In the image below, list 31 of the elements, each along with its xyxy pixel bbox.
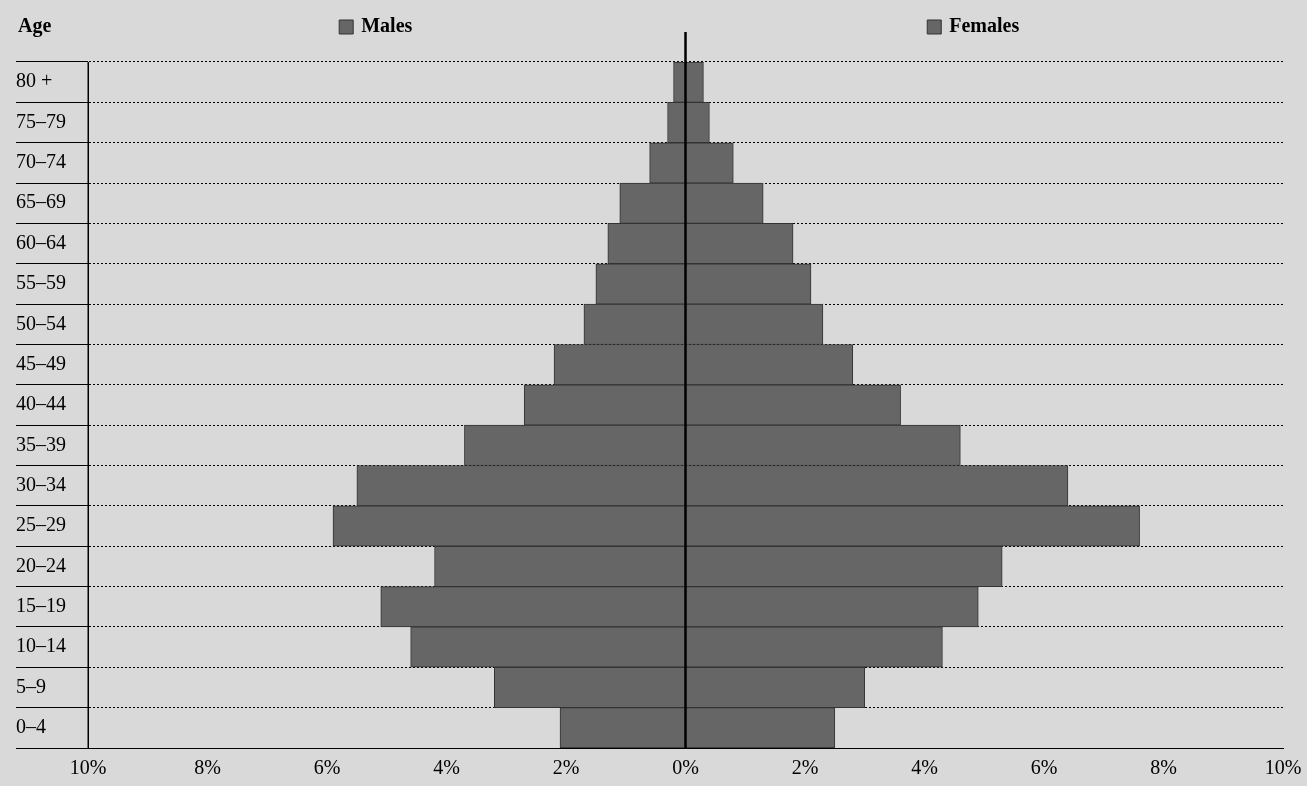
y-tick-label: 25–29 [16, 513, 66, 536]
y-axis-title: Age [18, 14, 52, 38]
x-tick-label: 10% [1264, 756, 1302, 779]
y-tick-label: 20–24 [16, 553, 66, 576]
y-tick-label: 55–59 [16, 271, 66, 294]
y-tick-label: 40–44 [16, 392, 66, 415]
x-tick-label: 0% [672, 756, 699, 779]
y-tick-label: 0–4 [16, 715, 46, 738]
legend-label: Males [361, 14, 413, 37]
y-tick-label: 30–34 [16, 472, 66, 495]
y-tick-label: 50–54 [16, 311, 66, 334]
y-tick-label: 45–49 [16, 351, 66, 374]
x-tick-label: 6% [1030, 756, 1058, 779]
x-tick-label: 4% [911, 756, 938, 779]
y-tick-label: 75–79 [16, 109, 66, 132]
y-tick-label: 35–39 [16, 432, 66, 455]
x-tick-label: 6% [313, 756, 341, 779]
y-tick-label: 60–64 [16, 230, 66, 253]
x-tick-label: 8% [194, 756, 221, 779]
x-tick-label: 4% [433, 756, 460, 779]
x-tick-label: 2% [791, 756, 819, 779]
x-tick-label: 10% [69, 756, 107, 779]
x-tick-label: 8% [1150, 756, 1177, 779]
y-tick-label: 70–74 [16, 150, 66, 173]
y-tick-label: 15–19 [16, 594, 66, 617]
x-tick-label: 2% [552, 756, 580, 779]
y-tick-label: 80 + [16, 69, 53, 92]
y-tick-label: 65–69 [16, 190, 66, 213]
y-tick-label: 5–9 [16, 674, 46, 697]
legend-label: Females [949, 14, 1020, 37]
y-tick-label: 10–14 [16, 634, 66, 657]
